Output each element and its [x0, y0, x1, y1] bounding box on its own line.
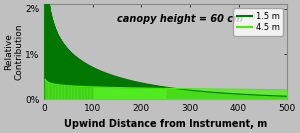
Y-axis label: Relative
Contribution: Relative Contribution	[4, 24, 24, 80]
Legend: 1.5 m, 4.5 m: 1.5 m, 4.5 m	[233, 8, 283, 36]
X-axis label: Upwind Distance from Instrument, m: Upwind Distance from Instrument, m	[64, 119, 267, 129]
Text: canopy height = 60 cm: canopy height = 60 cm	[117, 14, 243, 24]
